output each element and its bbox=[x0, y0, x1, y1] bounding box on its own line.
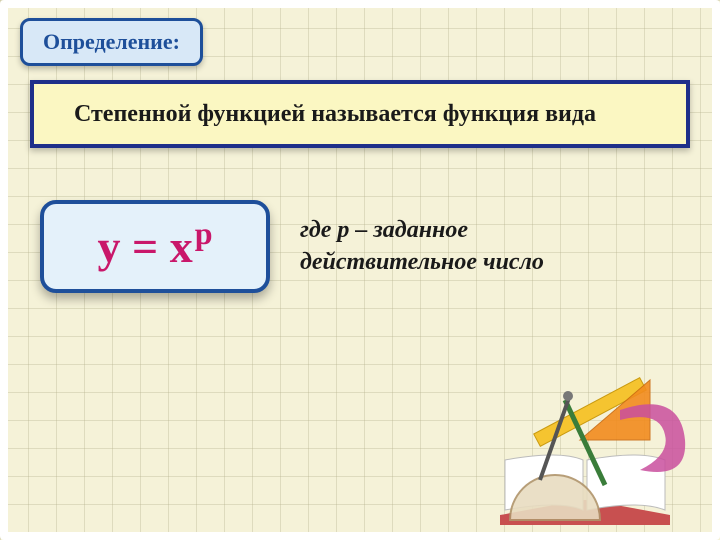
where-text: где р – заданное действительное число bbox=[300, 215, 620, 277]
definition-text: Степенной функцией называется функция ви… bbox=[74, 101, 596, 127]
formula-exponent: p bbox=[195, 215, 213, 252]
header-label: Определение: bbox=[43, 29, 180, 54]
formula-row: y = x p где р – заданное действительное … bbox=[40, 200, 690, 293]
header-badge: Определение: bbox=[20, 18, 203, 66]
formula-box: y = x p bbox=[40, 200, 270, 293]
stationery-decoration bbox=[470, 360, 700, 530]
formula-base: y = x bbox=[97, 220, 192, 273]
compass-hinge-icon bbox=[563, 391, 573, 401]
definition-box: Степенной функцией называется функция ви… bbox=[30, 80, 690, 148]
